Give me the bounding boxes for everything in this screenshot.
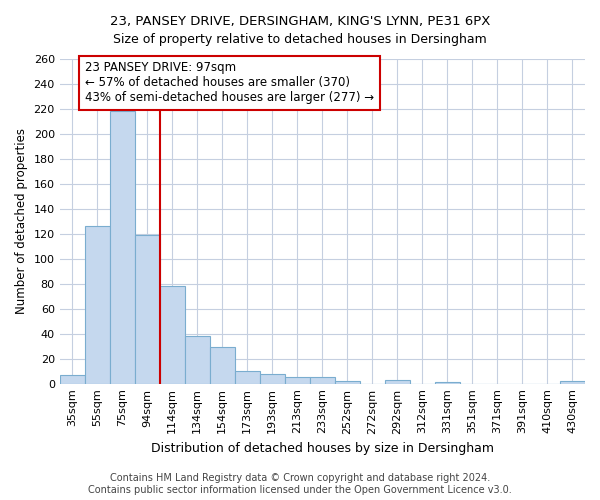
X-axis label: Distribution of detached houses by size in Dersingham: Distribution of detached houses by size …	[151, 442, 494, 455]
Text: 23, PANSEY DRIVE, DERSINGHAM, KING'S LYNN, PE31 6PX: 23, PANSEY DRIVE, DERSINGHAM, KING'S LYN…	[110, 15, 490, 28]
Bar	[85, 226, 110, 384]
Bar	[335, 381, 360, 384]
Bar	[185, 336, 210, 384]
Bar	[560, 381, 585, 384]
Bar	[110, 112, 135, 384]
Bar	[260, 374, 285, 384]
Bar	[310, 378, 335, 384]
Bar	[210, 348, 235, 384]
Bar	[385, 380, 410, 384]
Text: Size of property relative to detached houses in Dersingham: Size of property relative to detached ho…	[113, 32, 487, 46]
Y-axis label: Number of detached properties: Number of detached properties	[15, 128, 28, 314]
Bar	[435, 382, 460, 384]
Bar	[160, 286, 185, 384]
Text: Contains HM Land Registry data © Crown copyright and database right 2024.
Contai: Contains HM Land Registry data © Crown c…	[88, 474, 512, 495]
Bar	[59, 375, 85, 384]
Bar	[235, 371, 260, 384]
Bar	[285, 378, 310, 384]
Bar	[135, 235, 160, 384]
Text: 23 PANSEY DRIVE: 97sqm
← 57% of detached houses are smaller (370)
43% of semi-de: 23 PANSEY DRIVE: 97sqm ← 57% of detached…	[85, 62, 374, 104]
